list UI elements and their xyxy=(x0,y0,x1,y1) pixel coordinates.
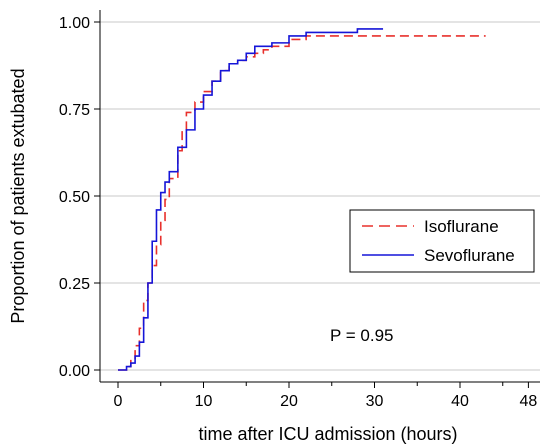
x-tick-label-2: 20 xyxy=(280,393,298,410)
x-tick-label-4: 40 xyxy=(451,393,469,410)
legend: Isoflurane Sevoflurane xyxy=(349,209,535,273)
legend-box xyxy=(349,209,535,273)
legend-label-isoflurane: Isoflurane xyxy=(424,217,499,236)
x-tick-label-3: 30 xyxy=(366,393,384,410)
y-tick-label-2: 0.50 xyxy=(59,189,90,206)
series xyxy=(118,28,486,371)
legend-label-sevoflurane: Sevoflurane xyxy=(424,246,515,265)
y-tick-label-1: 0.25 xyxy=(59,276,90,293)
x-tick-label-5: 48 xyxy=(520,393,538,410)
y-tick-label-4: 1.00 xyxy=(59,15,90,32)
y-axis-title: Proportion of patients extubated xyxy=(8,68,28,323)
ticks: 0.00 0.25 0.50 0.75 1.00 0 10 20 30 40 48 xyxy=(59,15,538,410)
gridlines xyxy=(100,21,540,371)
y-tick-label-3: 0.75 xyxy=(59,102,90,119)
x-tick-label-0: 0 xyxy=(114,393,123,410)
series-line-sevoflurane xyxy=(118,28,384,371)
x-tick-label-1: 10 xyxy=(195,393,213,410)
series-line-isoflurane xyxy=(118,35,486,371)
p-value-annotation: P = 0.95 xyxy=(330,326,394,345)
y-tick-label-0: 0.00 xyxy=(59,363,90,380)
x-axis-title: time after ICU admission (hours) xyxy=(198,424,457,444)
